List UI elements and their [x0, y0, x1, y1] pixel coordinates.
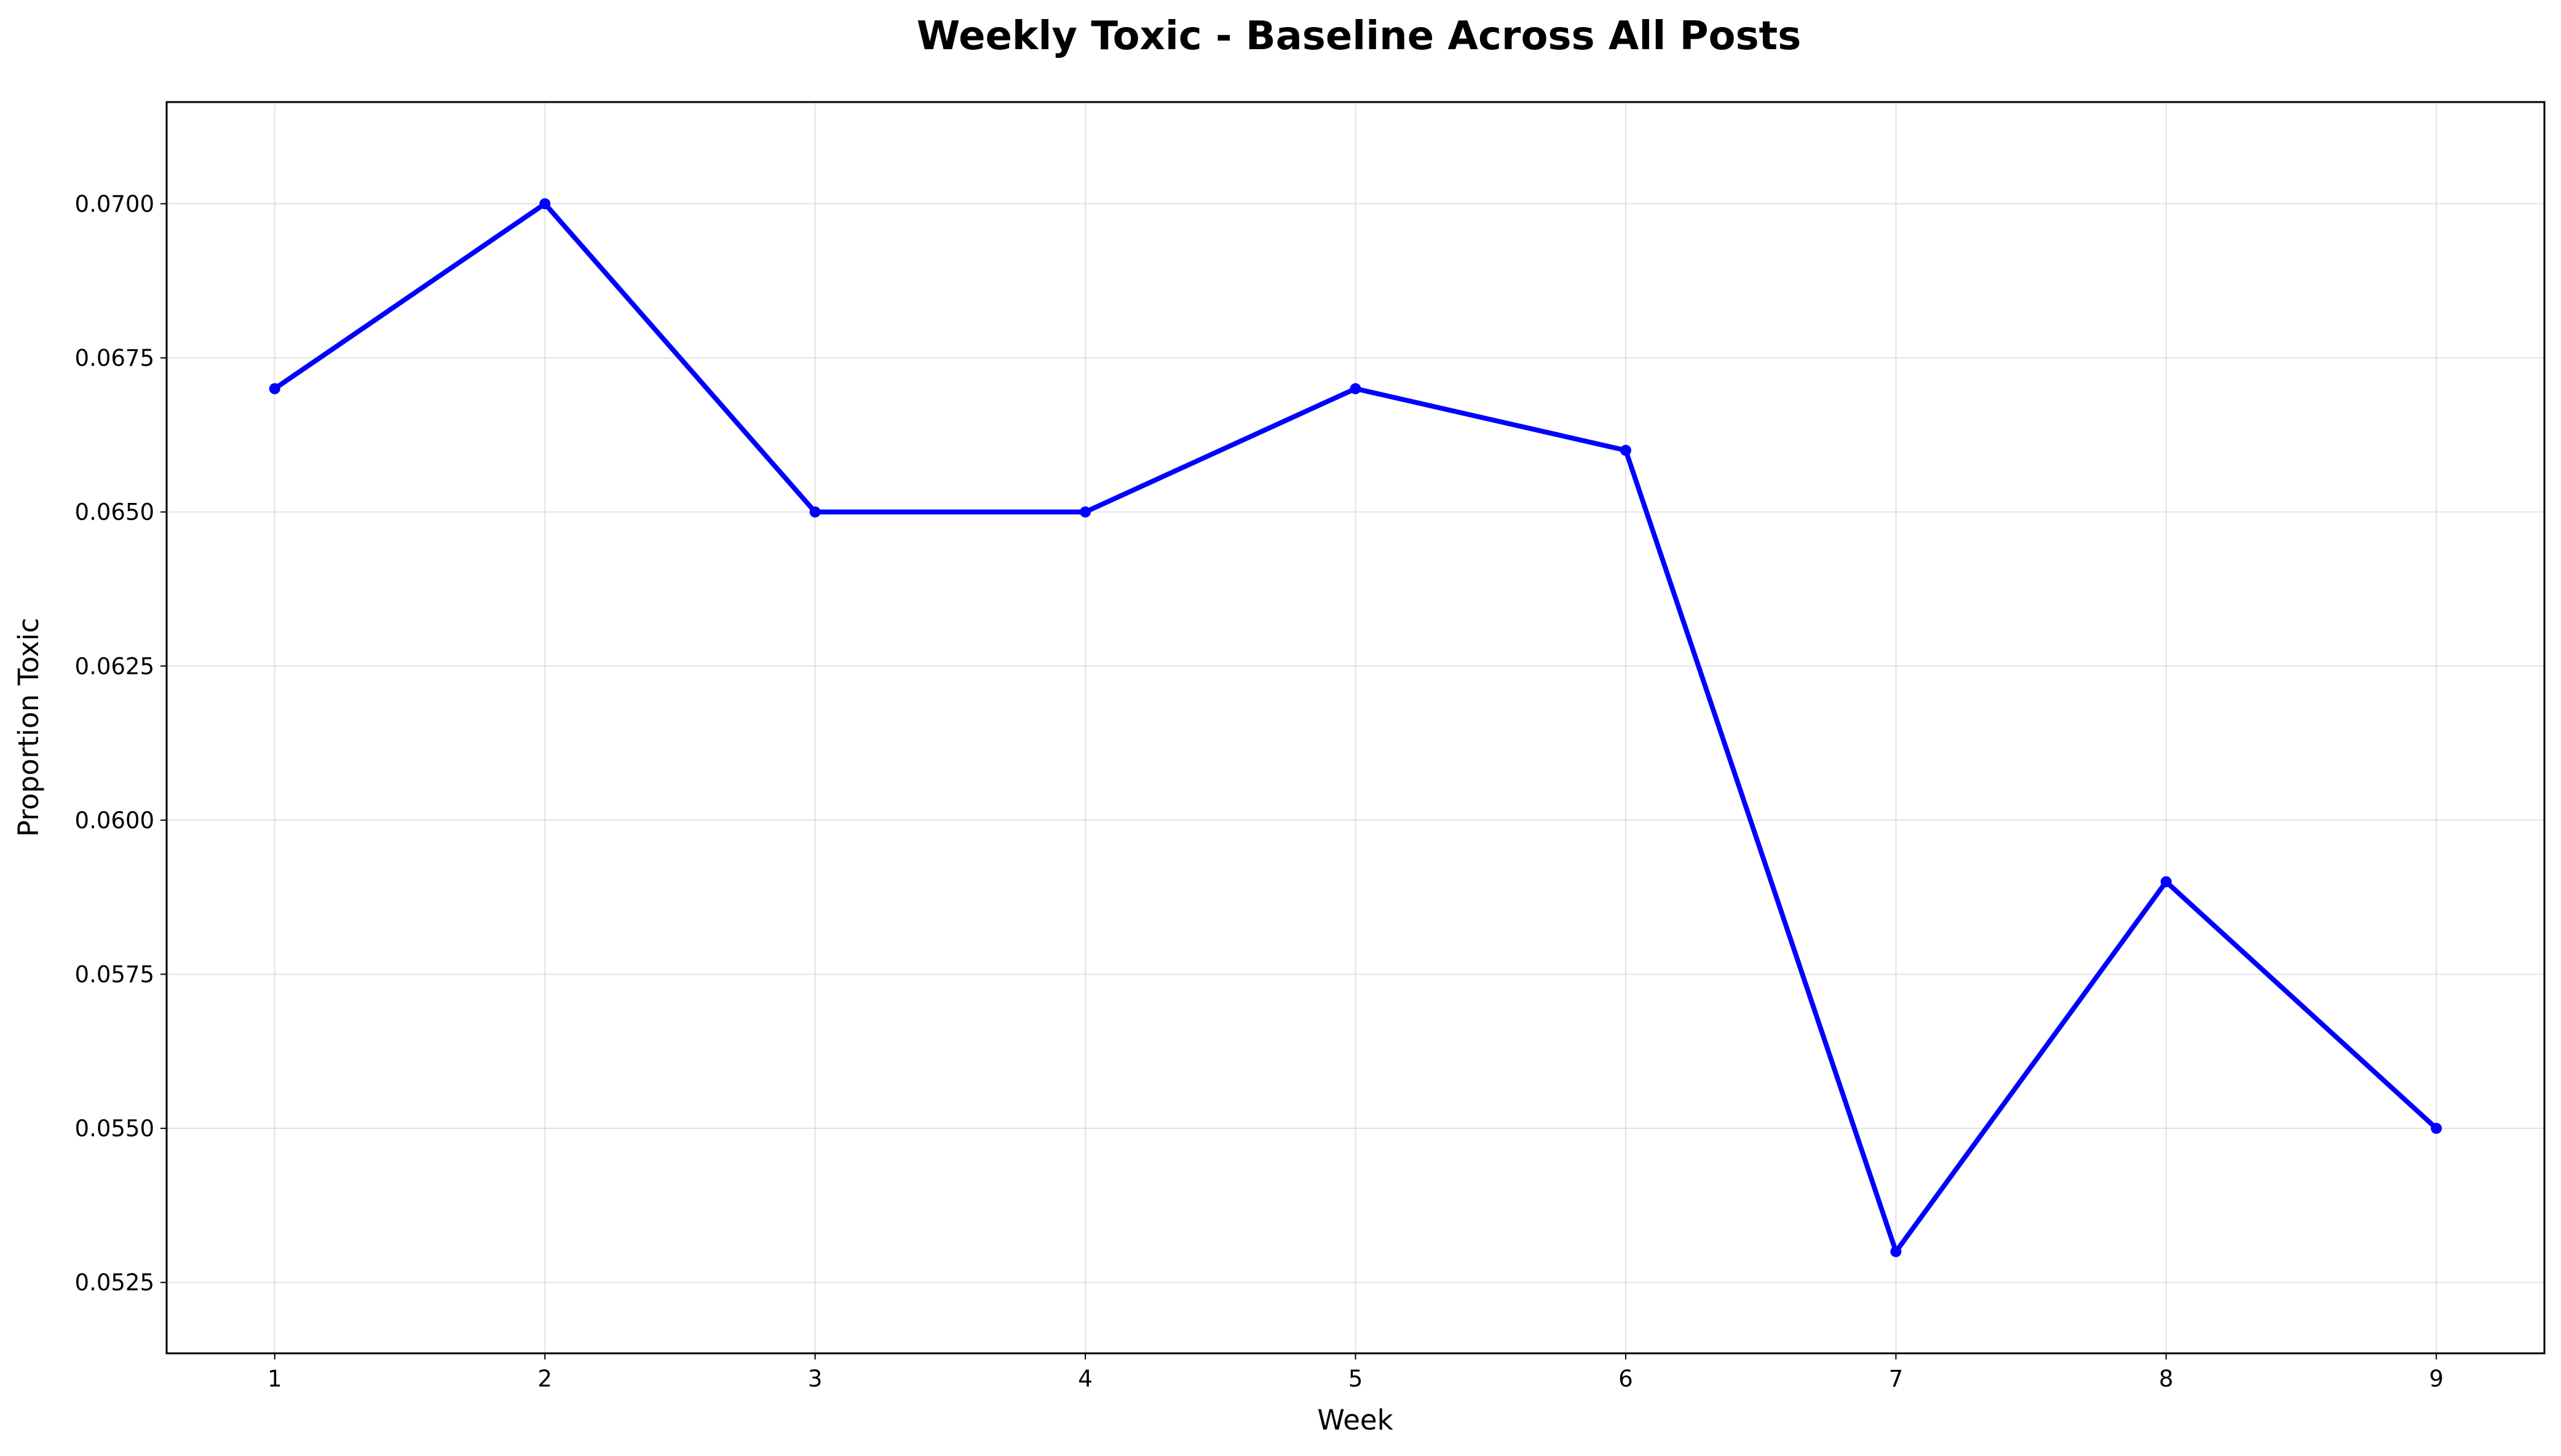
x-tick-label: 5 — [1348, 1366, 1363, 1392]
y-tick-label: 0.0650 — [75, 499, 154, 526]
x-tick-label: 7 — [1889, 1366, 1904, 1392]
data-point — [269, 383, 280, 395]
y-tick-label: 0.0600 — [75, 807, 154, 834]
y-tick-label: 0.0550 — [75, 1115, 154, 1142]
y-tick-label: 0.0700 — [75, 191, 154, 217]
chart-title: Weekly Toxic - Baseline Across All Posts — [917, 14, 1801, 59]
data-point — [1350, 383, 1361, 395]
x-axis-label: Week — [1317, 1404, 1393, 1436]
y-axis-label: Proportion Toxic — [12, 618, 45, 837]
x-tick-label: 2 — [537, 1366, 552, 1392]
data-point — [2160, 876, 2172, 888]
x-tick-label: 4 — [1078, 1366, 1093, 1392]
x-tick-label: 6 — [1618, 1366, 1633, 1392]
x-tick-label: 9 — [2429, 1366, 2444, 1392]
x-tick-label: 3 — [808, 1366, 823, 1392]
x-tick-label: 8 — [2159, 1366, 2174, 1392]
data-point — [539, 198, 551, 210]
y-tick-label: 0.0575 — [75, 961, 154, 987]
grid-lines — [167, 102, 2544, 1353]
data-point — [1080, 506, 1091, 518]
x-tick-label: 1 — [267, 1366, 282, 1392]
data-point — [1620, 445, 1631, 456]
series-layer — [269, 198, 2442, 1257]
data-point — [809, 506, 821, 518]
y-tick-label: 0.0675 — [75, 345, 154, 371]
y-tick-label: 0.0525 — [75, 1270, 154, 1296]
axis-ticks: 1 2 3 4 5 6 7 8 9 0.0525 0.0550 0.0575 0.0600 0.0625 0… — [75, 191, 2444, 1392]
y-tick-label: 0.0625 — [75, 653, 154, 679]
data-point — [2431, 1123, 2442, 1134]
data-point — [1890, 1246, 1902, 1257]
